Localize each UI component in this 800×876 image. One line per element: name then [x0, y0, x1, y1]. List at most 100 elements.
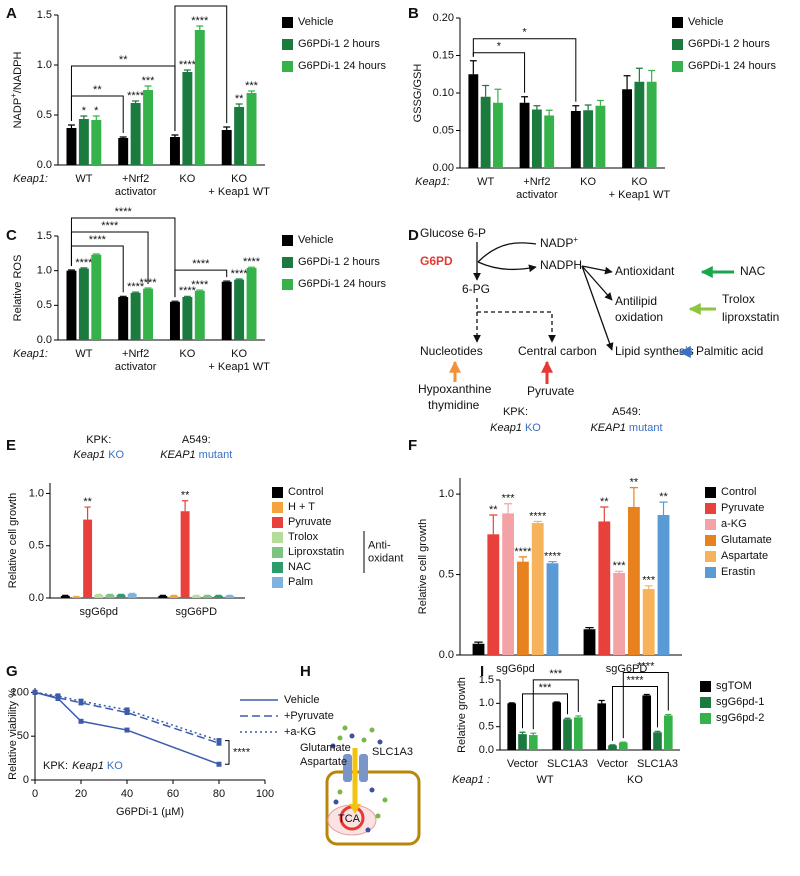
error-bar [235, 278, 243, 280]
legend-swatch [282, 17, 293, 28]
data-point [124, 727, 130, 733]
significance-label: ** [630, 477, 639, 489]
bar [544, 115, 555, 168]
significance-label: * [522, 27, 527, 39]
error-bar [635, 67, 643, 82]
series-line [34, 691, 220, 744]
node-label: 6-PG [462, 282, 490, 296]
legend-swatch [282, 235, 293, 246]
y-tick-label: 0.0 [37, 159, 52, 171]
bar [598, 521, 611, 655]
significance-label: *** [502, 493, 516, 505]
node-label: Antilipid [615, 294, 657, 308]
y-tick-label: 0.5 [37, 299, 52, 311]
legend-swatch [272, 487, 283, 498]
legend-swatch [282, 39, 293, 50]
x-tick-label: + Keap1 WT [208, 361, 270, 373]
group-title: Keap1 KO [490, 422, 541, 434]
x-tick-label: WT [477, 176, 494, 188]
significance-label: **** [192, 258, 210, 270]
x-tick-label: 40 [121, 788, 133, 800]
legend-label: G6PDi-1 24 hours [688, 60, 777, 72]
error-bar [144, 85, 152, 90]
x-tick-label: SLC1A3 [637, 758, 678, 770]
node-label: Hypoxanthine [418, 382, 492, 396]
group-title-part: KEAP1 [160, 449, 195, 461]
error-bar [223, 280, 231, 282]
panel-letter: I [480, 663, 484, 680]
error-bar [171, 134, 179, 137]
error-bar [181, 500, 189, 512]
x-tick-label: Vector [597, 758, 629, 770]
data-point [78, 698, 84, 704]
legend-swatch [282, 257, 293, 268]
legend-swatch [700, 697, 711, 708]
group-title-part: KO [108, 449, 124, 461]
bar [657, 515, 670, 655]
group-title: A549: [612, 406, 641, 418]
error-bar [648, 69, 656, 82]
bar [130, 292, 141, 340]
node-label: Central carbon [518, 344, 597, 358]
bar [94, 594, 104, 598]
error-bar [503, 503, 513, 514]
error-bar [80, 267, 88, 269]
data-point [32, 689, 38, 695]
x-tick-label: 60 [167, 788, 179, 800]
x-tick-label: 100 [256, 788, 274, 800]
y-tick-label: 1.0 [29, 487, 44, 499]
error-bar [92, 115, 100, 120]
legend-label: Vehicle [284, 694, 319, 706]
x-prefix: Keap1 : [452, 774, 490, 786]
panel-letter: A [6, 5, 17, 22]
data-point [78, 718, 84, 724]
x-tick-label: KO [231, 173, 247, 185]
significance-label: **** [115, 206, 133, 218]
bar [246, 93, 257, 165]
error-bar [119, 136, 127, 138]
legend-label: Vehicle [688, 16, 723, 28]
group-title: KPK: [503, 406, 528, 418]
group-title-part: Keap1 [490, 422, 522, 434]
node-label: NAC [740, 264, 766, 278]
significance-bracket [622, 671, 669, 739]
bar [518, 734, 527, 750]
legend-label: Control [721, 486, 756, 498]
legend-label: Control [288, 486, 323, 498]
y-axis-label: GSSG/GSH [412, 64, 424, 123]
significance-label: *** [142, 75, 156, 87]
significance-label: **** [529, 510, 547, 522]
panel-letter: B [408, 5, 419, 22]
bar [583, 629, 596, 655]
significance-bracket [612, 685, 658, 741]
bar [583, 110, 594, 168]
x-prefix: Keap1: [13, 173, 48, 185]
bar [234, 279, 245, 340]
significance-label: **** [127, 281, 145, 293]
significance-label: **** [233, 746, 251, 758]
error-bar [533, 520, 542, 524]
bar [642, 695, 652, 750]
group-label: WT [536, 774, 553, 786]
transporter-label: SLC1A3 [372, 746, 413, 758]
error-bar [248, 90, 256, 93]
significance-label: *** [539, 682, 553, 694]
error-bar [533, 105, 541, 110]
bar [60, 595, 70, 598]
bar [573, 717, 583, 750]
transporter [343, 754, 352, 782]
legend-label: G6PDi-1 24 hours [298, 60, 387, 72]
legend-label: Erastin [721, 566, 755, 578]
bar [127, 593, 137, 598]
x-tick-label: KO [631, 176, 647, 188]
node-label: liproxstatin [722, 310, 779, 324]
error-bar [67, 124, 75, 128]
legend-note: Anti- [368, 539, 391, 551]
error-bar [129, 592, 136, 594]
legend-label: NAC [288, 561, 311, 573]
node-label: NADPH [540, 258, 582, 272]
legend-label: Palm [288, 576, 313, 588]
group-title: KEAP1 mutant [160, 449, 232, 461]
bar [105, 594, 115, 598]
